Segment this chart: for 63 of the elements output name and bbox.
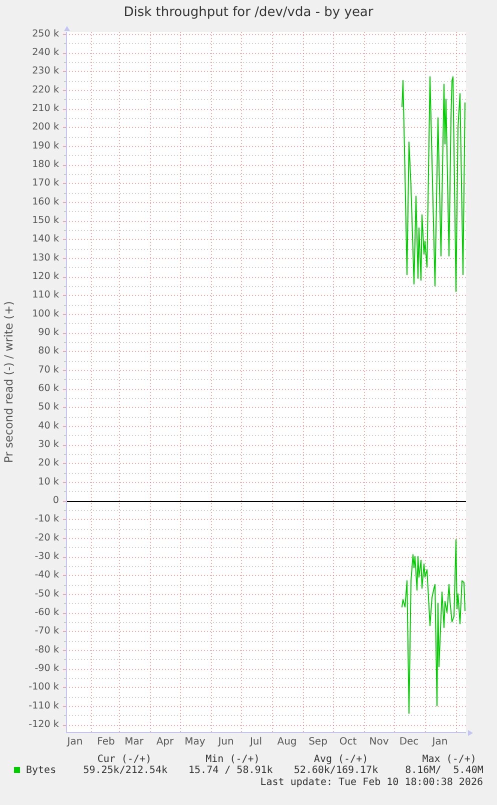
y-tick-label: -80 k bbox=[34, 644, 60, 656]
x-tick-label: Oct bbox=[339, 736, 357, 748]
y-tick-label: -40 k bbox=[34, 570, 60, 581]
text: Max (-/+) bbox=[422, 754, 476, 766]
y-tick-label: -50 k bbox=[34, 588, 60, 600]
y-tick-label: 90 k bbox=[38, 327, 60, 338]
y-tick-label: -10 k bbox=[34, 514, 60, 525]
y-tick-label: -90 k bbox=[34, 663, 60, 674]
y-tick-label: 20 k bbox=[38, 458, 60, 469]
x-tick-label: Jul bbox=[248, 736, 262, 748]
y-tick-label: 60 k bbox=[38, 383, 60, 394]
y-axis-title: Pr second read (-) / write (+) bbox=[2, 301, 16, 463]
y-tick-label: -30 k bbox=[34, 551, 60, 562]
y-tick-label: 200 k bbox=[32, 122, 60, 133]
text: Last update: Tue Feb 10 18:00:38 2026 bbox=[260, 776, 483, 788]
y-tick-label: 170 k bbox=[32, 178, 60, 189]
x-tick-label: May bbox=[184, 736, 206, 748]
x-tick-label: Feb bbox=[97, 736, 115, 748]
y-tick-label: 140 k bbox=[32, 234, 60, 245]
y-tick-label: 10 k bbox=[38, 476, 60, 488]
chart-title: Disk throughput for /dev/vda - by year bbox=[122, 5, 374, 21]
y-tick-label: 110 k bbox=[32, 290, 60, 301]
y-tick-label: 70 k bbox=[38, 364, 60, 376]
y-tick-label: -100 k bbox=[28, 682, 60, 693]
x-tick-label: Jan bbox=[66, 736, 83, 748]
text: 8.16M/ 5.40M bbox=[405, 765, 484, 777]
y-tick-label: 210 k bbox=[32, 103, 60, 114]
x-tick-label: Jan bbox=[431, 736, 448, 748]
y-tick-label: 150 k bbox=[32, 215, 60, 226]
x-tick-label: Apr bbox=[156, 736, 175, 748]
y-tick-label: -20 k bbox=[34, 532, 60, 544]
y-tick-label: -60 k bbox=[34, 607, 60, 618]
y-tick-label: 180 k bbox=[32, 159, 60, 170]
x-tick-label: Mar bbox=[124, 736, 144, 748]
y-tick-label: 120 k bbox=[32, 271, 60, 282]
y-tick-label: 190 k bbox=[32, 140, 60, 152]
y-tick-label: -120 k bbox=[28, 719, 60, 730]
text: 52.60k/169.17k bbox=[294, 765, 378, 777]
y-tick-label: -70 k bbox=[34, 626, 60, 637]
x-tick-label: Dec bbox=[399, 736, 419, 748]
text: 15.74 / 58.91k bbox=[188, 765, 273, 777]
text: 59.25k/212.54k bbox=[83, 765, 168, 777]
legend-label: Bytes bbox=[26, 764, 56, 776]
y-tick-label: 40 k bbox=[38, 420, 60, 432]
text: Cur (-/+) bbox=[97, 754, 152, 765]
y-tick-label: 250 k bbox=[32, 28, 60, 40]
text: Avg (-/+) bbox=[314, 754, 368, 764]
y-tick-label: 30 k bbox=[38, 439, 60, 450]
y-tick-label: 80 k bbox=[38, 346, 60, 357]
y-tick-label: 160 k bbox=[32, 196, 60, 208]
y-tick-label: 240 k bbox=[32, 47, 60, 58]
y-tick-label: 220 k bbox=[32, 84, 60, 96]
y-tick-label: 230 k bbox=[32, 66, 60, 77]
text: Min (-/+) bbox=[206, 754, 260, 765]
y-tick-label: 100 k bbox=[32, 308, 60, 320]
y-tick-label: 130 k bbox=[32, 252, 60, 264]
y-tick-label: -110 k bbox=[28, 700, 60, 712]
y-tick-label: 50 k bbox=[38, 402, 60, 413]
x-tick-label: Jun bbox=[217, 736, 234, 748]
x-tick-label: Aug bbox=[277, 736, 297, 748]
x-tick-label: Sep bbox=[308, 736, 328, 748]
x-tick-label: Nov bbox=[369, 736, 389, 748]
y-tick-label: 0 bbox=[52, 495, 59, 506]
